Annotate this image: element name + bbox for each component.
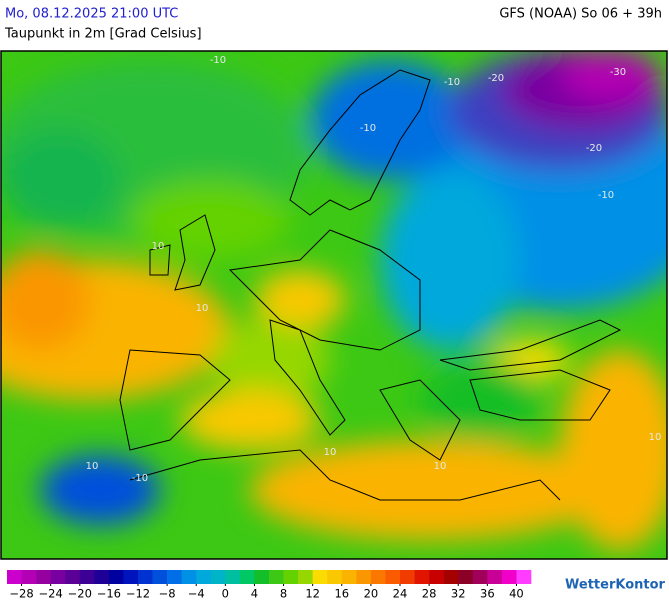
colorbar-tick-label: 32 xyxy=(451,587,466,600)
color-bin xyxy=(341,570,357,584)
contour-label: 10 xyxy=(152,241,165,252)
color-bin xyxy=(7,570,22,584)
colorbar-tick-label: −8 xyxy=(159,587,176,600)
color-bin xyxy=(516,570,532,584)
map: -30 -20 -20 -10 -10 -10 -10 -10 10 10 10 10 10 10 xyxy=(1,51,667,559)
field xyxy=(1,51,667,550)
colorbar: −28 −24 −20 −16 −12 −8 −4 0 4 8 12 16 20 24 28 32 36 40 xyxy=(7,570,532,600)
color-bin xyxy=(458,570,474,584)
color-bin xyxy=(385,570,401,584)
color-bin xyxy=(36,570,51,584)
colorbar-tick-label: −12 xyxy=(126,587,150,600)
color-bin xyxy=(65,570,81,584)
color-bin xyxy=(21,570,37,584)
color-bin xyxy=(138,570,153,584)
contour-label: 10 xyxy=(86,461,99,472)
color-bin xyxy=(414,570,430,584)
colorbar-tick-label: 20 xyxy=(364,587,379,600)
color-bin xyxy=(327,570,343,584)
color-bin xyxy=(400,570,415,584)
colorbar-tick-label: 0 xyxy=(222,587,229,600)
colorbar-tick-label: 40 xyxy=(509,587,524,600)
colorbar-tick-label: 28 xyxy=(422,587,437,600)
color-bin xyxy=(283,570,299,584)
color-bin xyxy=(239,570,255,584)
color-bin xyxy=(429,570,444,584)
colorbar-tick-label: 36 xyxy=(480,587,495,600)
color-bin xyxy=(501,570,517,584)
color-bin xyxy=(167,570,182,584)
contour-label: 10 xyxy=(196,303,209,314)
color-bin xyxy=(443,570,459,584)
colorbar-tick-label: 8 xyxy=(280,587,287,600)
contour-label: 10 xyxy=(324,447,337,458)
contour-labels: -30 -20 -20 -10 -10 -10 -10 -10 10 10 10 10 10 10 xyxy=(86,55,662,484)
colorbar-tick-label: −16 xyxy=(97,587,121,600)
colorbar-tick-label: −20 xyxy=(68,587,92,600)
contour-label: 10 xyxy=(434,461,447,472)
color-bin xyxy=(181,570,197,584)
color-bin xyxy=(312,570,328,584)
color-bin xyxy=(298,570,313,584)
contour-label: 10 xyxy=(649,432,662,443)
colorbar-tick-label: −4 xyxy=(188,587,205,600)
colorbar-tick-label: 12 xyxy=(305,587,320,600)
color-bin xyxy=(487,570,503,584)
colorbar-tick-label: 4 xyxy=(251,587,258,600)
color-bin xyxy=(123,570,139,584)
color-bin xyxy=(254,570,270,584)
logo: WetterKontor xyxy=(565,578,666,593)
datetime: Mo, 08.12.2025 21:00 UTC xyxy=(5,7,178,22)
colorbar-tick-label: 24 xyxy=(393,587,408,600)
color-bin xyxy=(152,570,168,584)
contour-label: -30 xyxy=(610,67,626,78)
color-bin xyxy=(196,570,212,584)
colorbar-tick-label: −24 xyxy=(39,587,63,600)
map-frame xyxy=(0,50,668,560)
color-bin xyxy=(108,570,124,584)
color-bin xyxy=(356,570,372,584)
colorbar-tick-label: −28 xyxy=(9,587,33,600)
contour-label: -10 xyxy=(360,123,376,134)
color-bin xyxy=(79,570,95,584)
contour-label: -10 xyxy=(210,55,226,66)
map-title: Taupunkt in 2m [Grad Celsius] xyxy=(4,27,202,42)
contour-label: -10 xyxy=(598,190,614,201)
color-bin xyxy=(50,570,66,584)
color-bin xyxy=(472,570,488,584)
color-bin xyxy=(225,570,241,584)
model-run: GFS (NOAA) So 06 + 39h xyxy=(499,7,662,22)
colorbar-tick-label: 16 xyxy=(334,587,349,600)
contour-label: -20 xyxy=(488,73,504,84)
color-bin xyxy=(370,570,386,584)
contour-label: -10 xyxy=(132,473,148,484)
color-bin xyxy=(210,570,226,584)
color-bin xyxy=(94,570,110,584)
contour-label: -10 xyxy=(444,77,460,88)
coastlines xyxy=(119,69,622,501)
contour-label: -20 xyxy=(586,143,602,154)
color-bin xyxy=(269,570,284,584)
